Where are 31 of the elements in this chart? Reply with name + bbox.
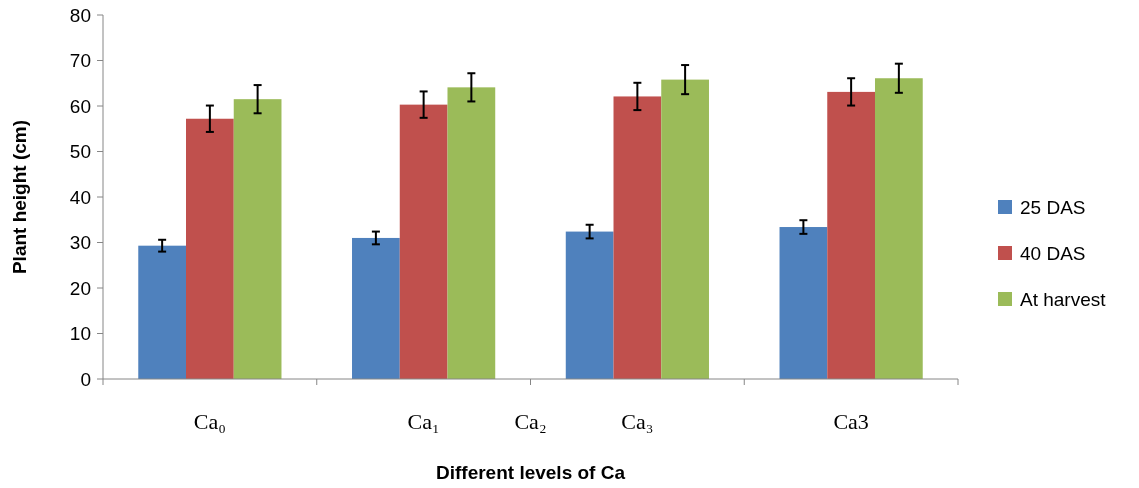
- bar: [874, 78, 923, 379]
- x-tick-label: Ca3: [833, 409, 869, 434]
- bar: [661, 79, 709, 379]
- y-tick-label: 30: [69, 232, 91, 254]
- y-tick-label: 70: [69, 50, 91, 72]
- y-tick-label: 40: [69, 186, 91, 208]
- x-axis-title: Different levels of Ca: [436, 462, 626, 483]
- bar: [352, 237, 400, 379]
- y-tick-label: 60: [69, 95, 91, 117]
- y-tick-label: 0: [80, 368, 91, 390]
- y-tick-label: 80: [69, 4, 91, 26]
- y-axis-title: Plant height (cm): [9, 119, 30, 275]
- bar: [233, 99, 282, 379]
- x-tick-label: Ca₀: [193, 409, 226, 434]
- bar: [186, 118, 234, 379]
- x-tick-label: Ca₁: [407, 409, 440, 434]
- bar: [613, 96, 662, 379]
- text: Ca₂: [514, 409, 547, 434]
- y-tick-label: 10: [69, 323, 91, 345]
- x-tick-label: Ca₃: [621, 409, 654, 434]
- legend-label: At harvest: [1020, 288, 1107, 310]
- bar: [827, 91, 875, 379]
- bar: [565, 231, 614, 379]
- legend-label: 25 DAS: [1020, 196, 1086, 218]
- bar: [447, 87, 496, 379]
- y-tick-label: 50: [69, 141, 91, 163]
- legend-label: 40 DAS: [1020, 242, 1086, 264]
- bar: [779, 227, 828, 379]
- bar: [399, 104, 448, 379]
- y-tick-label: 20: [69, 277, 91, 299]
- bar: [138, 245, 187, 379]
